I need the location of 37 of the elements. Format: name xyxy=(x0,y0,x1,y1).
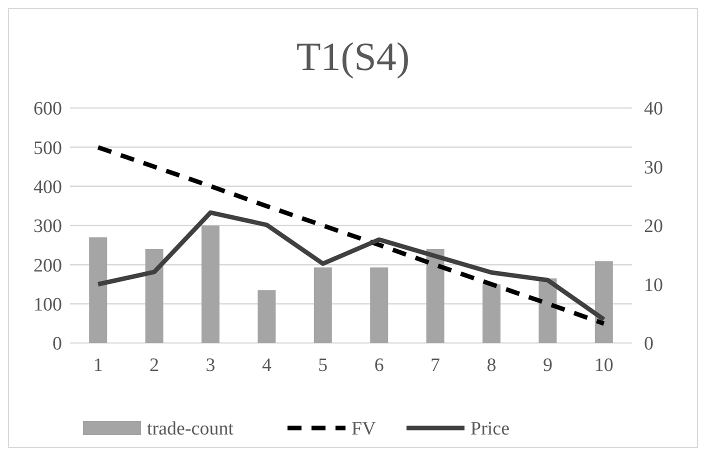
x-tick-label: 5 xyxy=(318,355,328,376)
x-tick-label: 9 xyxy=(542,355,552,376)
bar xyxy=(145,249,164,343)
line-series xyxy=(96,145,606,326)
y-tick-label: 0 xyxy=(52,334,62,355)
y2-tick-label: 20 xyxy=(644,216,663,238)
y-tick-label: 200 xyxy=(34,255,62,276)
line-series xyxy=(96,210,606,322)
bar xyxy=(482,284,500,343)
x-tick-label: 2 xyxy=(150,355,160,376)
y2-tick-label: 30 xyxy=(644,157,663,178)
y-tick-label: 300 xyxy=(34,216,62,238)
chart-title: T1(S4) xyxy=(296,34,410,79)
y-tick-label: 600 xyxy=(34,98,62,120)
y2-tick-label: 10 xyxy=(644,274,663,296)
x-tick-label: 10 xyxy=(594,355,614,376)
x-tick-label: 7 xyxy=(430,355,440,376)
y-tick-label: 500 xyxy=(34,138,62,159)
y2-tick-label: 40 xyxy=(644,98,663,120)
bar xyxy=(370,267,388,343)
bar xyxy=(594,261,613,343)
legend-label: FV xyxy=(352,418,376,440)
legend-label: Price xyxy=(470,418,510,440)
bar xyxy=(426,249,444,343)
bar xyxy=(314,267,332,343)
y-tick-label: 400 xyxy=(34,176,62,198)
x-tick-label: 8 xyxy=(486,355,496,376)
bar xyxy=(202,226,220,343)
legend-label: trade-count xyxy=(147,418,234,440)
y2-tick-label: 0 xyxy=(644,334,654,355)
x-tick-label: 1 xyxy=(93,355,103,376)
x-tick-label: 4 xyxy=(262,355,272,376)
x-tick-label: 3 xyxy=(206,355,216,376)
y-tick-label: 100 xyxy=(34,294,62,316)
x-tick-label: 6 xyxy=(374,355,384,376)
bar xyxy=(89,237,108,343)
bar xyxy=(258,290,276,343)
